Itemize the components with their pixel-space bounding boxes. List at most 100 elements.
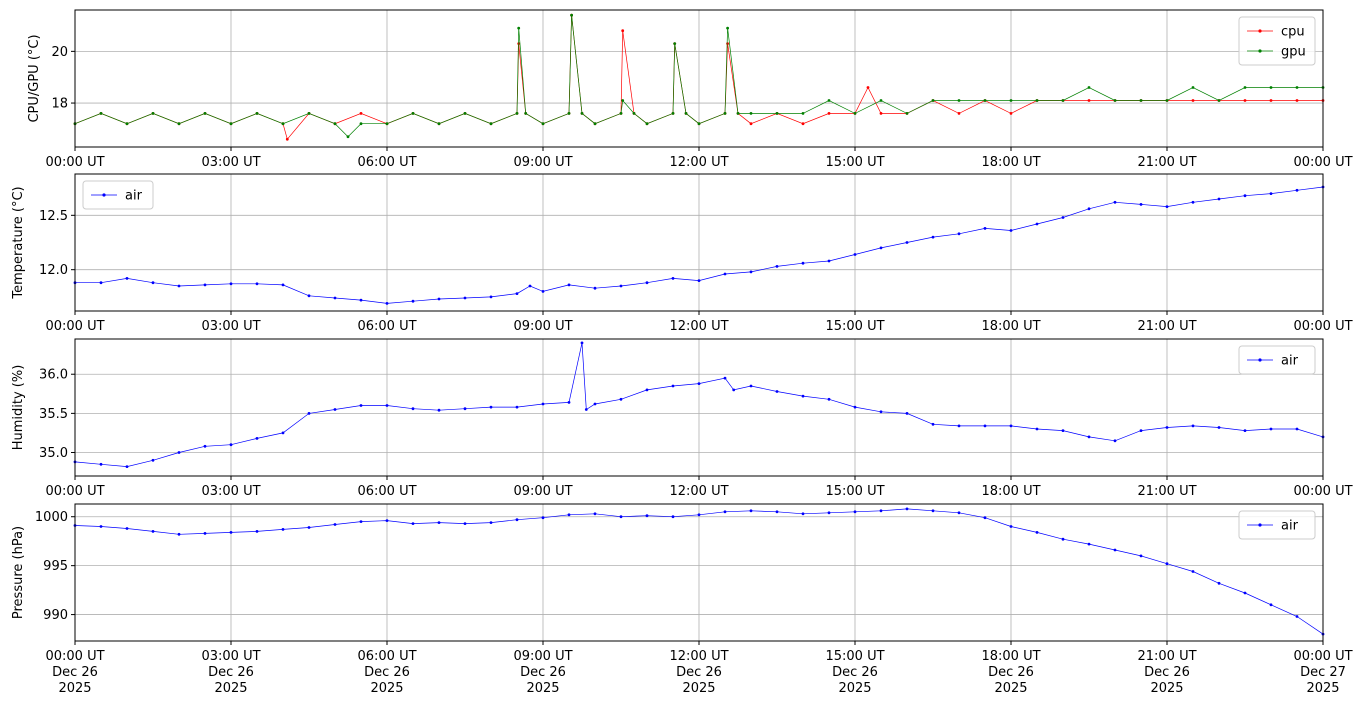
pressure-x-ticks: 00:00 UT Dec 26 2025 03:00 UT Dec 26 2025 06:0… bbox=[45, 641, 1353, 696]
data-point bbox=[515, 292, 519, 295]
data-point bbox=[437, 297, 441, 301]
legend-frame bbox=[82, 180, 154, 210]
data-point bbox=[99, 462, 103, 466]
data-point bbox=[723, 376, 727, 380]
data-point bbox=[645, 388, 649, 392]
data-point bbox=[749, 122, 753, 126]
temperature-series bbox=[73, 185, 1325, 305]
data-point bbox=[723, 272, 727, 276]
data-point bbox=[671, 384, 675, 388]
x-tick-label: 00:00 UT bbox=[45, 155, 104, 170]
data-point bbox=[775, 112, 779, 115]
x-tick-label: 09:00 UT bbox=[513, 155, 572, 170]
data-point bbox=[307, 526, 311, 529]
data-point bbox=[255, 437, 259, 440]
cpu-gpu-grid bbox=[74, 10, 1324, 147]
data-point bbox=[723, 112, 727, 115]
pressure-panel: 00:00 UT Dec 26 2025 03:00 UT Dec 26 2025 06:0… bbox=[11, 503, 1353, 696]
humidity-x-ticks: 00:00 UT 03:00 UT 06:00 UT 09:00 UT 12:00 UT… bbox=[45, 476, 1353, 499]
data-point bbox=[1269, 427, 1273, 431]
data-point bbox=[1035, 222, 1039, 226]
y-tick-label: 36.0 bbox=[39, 368, 68, 383]
data-point bbox=[827, 397, 831, 401]
data-point bbox=[619, 397, 623, 401]
x-tick-label: 03:00 UT Dec 26 2025 bbox=[201, 649, 260, 696]
data-point bbox=[1087, 86, 1091, 89]
data-point bbox=[125, 527, 129, 530]
data-point bbox=[775, 265, 779, 268]
data-point bbox=[1191, 424, 1195, 428]
legend-label: cpu bbox=[1281, 25, 1305, 40]
data-point bbox=[307, 294, 311, 298]
series-air bbox=[73, 341, 1325, 468]
data-point bbox=[957, 232, 961, 236]
data-point bbox=[671, 515, 675, 519]
data-point bbox=[515, 405, 519, 409]
data-point bbox=[1191, 200, 1195, 204]
data-point bbox=[151, 458, 155, 462]
data-point bbox=[593, 402, 597, 406]
data-point bbox=[177, 532, 181, 536]
data-point bbox=[1295, 86, 1299, 89]
data-point bbox=[931, 509, 935, 513]
data-point bbox=[1165, 426, 1169, 429]
x-tick-label: 00:00 UT bbox=[1293, 155, 1352, 170]
data-point bbox=[879, 112, 883, 115]
data-point bbox=[671, 277, 675, 280]
data-point bbox=[125, 465, 129, 468]
data-point bbox=[463, 522, 467, 525]
y-tick-label: 35.0 bbox=[39, 446, 68, 461]
data-point bbox=[437, 122, 441, 126]
legend-label: air bbox=[125, 189, 143, 204]
data-point bbox=[1139, 429, 1143, 432]
data-point bbox=[853, 112, 857, 115]
x-tick-label: 00:00 UT bbox=[45, 484, 104, 499]
x-tick-label: 18:00 UT bbox=[981, 155, 1040, 170]
data-point bbox=[1217, 197, 1221, 201]
data-point bbox=[1191, 570, 1195, 573]
data-point bbox=[255, 530, 259, 533]
data-point bbox=[983, 227, 987, 230]
y-tick-label: 1000 bbox=[35, 510, 68, 525]
data-point bbox=[827, 259, 831, 263]
legend-frame bbox=[1238, 510, 1316, 540]
data-point bbox=[1139, 99, 1143, 102]
humidity-legend: air bbox=[1238, 345, 1316, 375]
x-tick-label: 15:00 UT bbox=[825, 319, 884, 334]
x-tick-label: 15:00 UT bbox=[825, 484, 884, 499]
data-point bbox=[1295, 188, 1299, 192]
data-point bbox=[983, 516, 987, 520]
x-tick-label: 18:00 UT bbox=[981, 484, 1040, 499]
data-point bbox=[879, 509, 883, 513]
data-point bbox=[853, 510, 857, 514]
y-tick-label: 12.0 bbox=[39, 263, 68, 278]
data-point bbox=[281, 528, 285, 531]
data-point bbox=[1061, 537, 1065, 541]
series-line-gpu bbox=[74, 15, 1323, 138]
data-point bbox=[645, 514, 649, 518]
data-point bbox=[359, 404, 363, 407]
series-gpu bbox=[73, 13, 1325, 139]
data-point bbox=[879, 246, 883, 250]
x-tick-label: 18:00 UT Dec 26 2025 bbox=[981, 649, 1040, 696]
x-tick-label: 06:00 UT bbox=[357, 484, 416, 499]
x-tick-label: 12:00 UT bbox=[669, 155, 728, 170]
legend-marker bbox=[1258, 49, 1262, 53]
x-tick-label: 12:00 UT bbox=[669, 319, 728, 334]
cpu-gpu-panel: 00:00 UT 03:00 UT 06:00 UT 09:00 UT 12:00 UT… bbox=[27, 9, 1353, 170]
data-point bbox=[1087, 207, 1091, 211]
data-point bbox=[1009, 112, 1013, 115]
data-point bbox=[580, 341, 584, 345]
legend-label: air bbox=[1281, 519, 1299, 534]
data-point bbox=[931, 422, 935, 426]
pressure-y-ticks: 990 995 1000 bbox=[35, 510, 75, 623]
data-point bbox=[593, 122, 597, 126]
data-point bbox=[1061, 429, 1065, 432]
data-point bbox=[203, 444, 207, 448]
x-tick-label: 21:00 UT bbox=[1137, 155, 1196, 170]
x-tick-label: 15:00 UT Dec 26 2025 bbox=[825, 649, 884, 696]
data-point bbox=[541, 402, 545, 406]
legend-frame bbox=[1238, 16, 1316, 66]
